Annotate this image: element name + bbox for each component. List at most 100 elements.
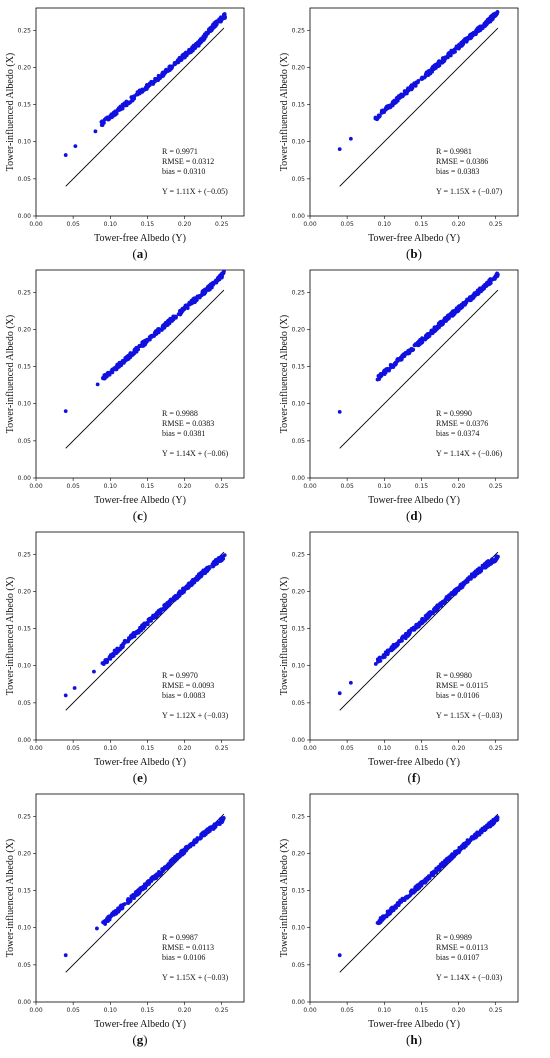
y-tick-label: 0.05	[292, 176, 306, 183]
panel-label: (g)	[132, 1032, 147, 1047]
data-point	[478, 566, 483, 571]
data-points	[63, 553, 227, 698]
data-points	[63, 269, 226, 414]
panel-letter: c	[137, 508, 143, 523]
data-point	[105, 916, 109, 921]
x-tick-label: 0.15	[141, 483, 155, 490]
x-tick-label: 0.20	[452, 483, 466, 490]
stat-line: RMSE = 0.0383	[162, 419, 214, 428]
y-axis-title: Tower-influenced Albedo (X)	[279, 839, 290, 958]
data-point	[215, 276, 220, 280]
data-point	[118, 107, 123, 112]
x-tick-label: 0.20	[178, 1007, 192, 1014]
data-point	[424, 71, 429, 76]
data-point	[131, 631, 136, 636]
stat-line: bias = 0.0310	[162, 167, 205, 176]
one-to-one-line	[65, 289, 225, 449]
data-point	[433, 609, 438, 613]
data-point	[182, 52, 187, 57]
data-point	[202, 292, 207, 296]
data-point	[124, 355, 128, 360]
data-point	[373, 662, 378, 666]
y-tick-label: 0.00	[18, 213, 32, 220]
stat-line: R = 0.9989	[436, 933, 472, 942]
data-point	[190, 579, 195, 584]
data-point	[433, 606, 437, 610]
panel-label: (d)	[406, 508, 422, 523]
data-point	[382, 371, 387, 376]
data-point	[447, 593, 452, 598]
data-point	[391, 906, 395, 911]
x-tick-label: 0.10	[104, 483, 118, 490]
stat-line: R = 0.9988	[162, 409, 198, 418]
stat-line: RMSE = 0.0093	[162, 681, 214, 690]
x-tick-label: 0.15	[415, 745, 429, 752]
outlier-point	[348, 680, 353, 685]
data-point	[129, 634, 134, 639]
data-point	[183, 846, 188, 851]
data-point	[492, 276, 497, 280]
data-point	[495, 556, 499, 561]
data-point	[488, 281, 493, 286]
data-point	[401, 898, 406, 903]
data-point	[488, 277, 492, 282]
data-point	[436, 321, 441, 326]
data-point	[160, 72, 165, 76]
data-point	[197, 294, 201, 299]
one-to-one-line	[65, 27, 225, 187]
data-point	[102, 117, 107, 122]
data-point	[220, 819, 225, 823]
data-point	[205, 287, 209, 292]
y-axis-title: Tower-influenced Albedo (X)	[279, 577, 290, 696]
data-points	[337, 10, 500, 152]
data-point	[479, 24, 484, 29]
data-point	[178, 589, 182, 594]
data-point	[393, 360, 398, 365]
data-point	[153, 329, 158, 334]
x-tick-label: 0.15	[141, 1007, 155, 1014]
x-tick-label: 0.10	[104, 1007, 118, 1014]
data-point	[219, 554, 224, 559]
data-point	[199, 836, 203, 840]
stat-line: RMSE = 0.0386	[436, 157, 488, 166]
y-tick-label: 0.15	[292, 102, 306, 109]
panel-label: (h)	[406, 1032, 422, 1047]
data-point	[144, 620, 149, 625]
data-point	[147, 336, 152, 341]
y-tick-label: 0.25	[18, 551, 32, 558]
x-axis-title: Tower-free Albedo (Y)	[94, 495, 186, 506]
data-point	[164, 605, 169, 610]
data-point	[456, 46, 461, 51]
data-point	[376, 115, 380, 120]
data-point	[494, 817, 499, 821]
scatter-panel-b: 0.000.00 0.05 0.05 0.10 0.10 0.15 0.15 0.20 0.20…	[279, 7, 519, 261]
panel-letter: e	[137, 770, 143, 785]
outlier-point	[72, 686, 77, 690]
stat-line: bias = 0.0106	[162, 953, 205, 962]
y-tick-label: 0.25	[292, 551, 306, 558]
data-point	[140, 89, 145, 94]
data-point	[402, 354, 407, 359]
data-point	[419, 339, 424, 344]
x-tick-label: 0.10	[378, 745, 392, 752]
x-tick-label: 0.00	[303, 221, 317, 228]
data-point	[119, 362, 124, 366]
data-point	[405, 87, 410, 91]
data-point	[451, 853, 456, 858]
y-tick-label: 0.05	[292, 962, 306, 969]
data-point	[440, 600, 444, 605]
data-point	[427, 71, 432, 75]
data-point	[480, 826, 485, 831]
data-point	[158, 872, 163, 876]
data-point	[200, 36, 204, 41]
data-point	[187, 581, 192, 586]
outlier-point	[337, 691, 342, 696]
data-point	[214, 560, 219, 565]
x-tick-label: 0.25	[489, 745, 503, 752]
data-point	[143, 882, 148, 887]
regression-equation: Y = 1.12X + (−0.03)	[162, 711, 228, 720]
data-point	[423, 337, 428, 342]
scatter-panel-g: 0.000.00 0.05 0.05 0.10 0.10 0.15 0.15 0.20 0.20…	[5, 793, 245, 1047]
data-point	[165, 866, 170, 870]
data-point	[427, 876, 432, 881]
